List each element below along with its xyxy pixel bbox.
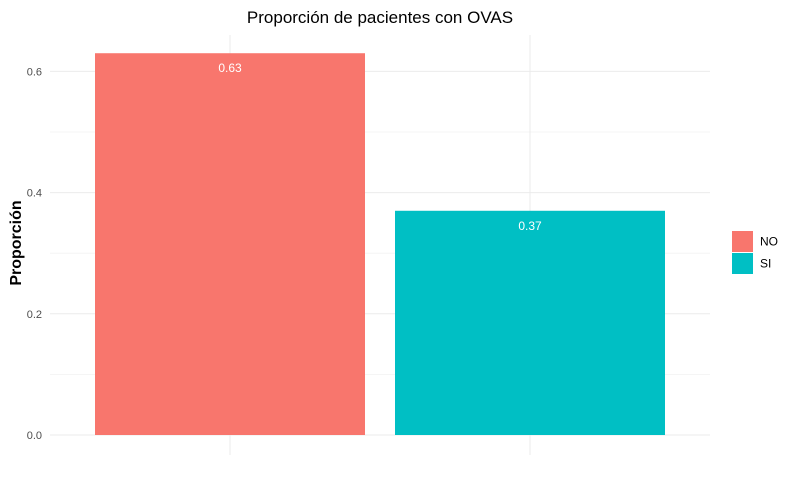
bar-si (395, 210, 665, 435)
bars (95, 53, 665, 435)
y-axis-ticks: 0.0 0.2 0.4 0.6 (27, 66, 42, 442)
y-tick-label: 0.4 (27, 188, 42, 200)
legend-label-si: SI (760, 257, 771, 271)
y-axis-title: Proporción (8, 200, 25, 285)
legend-key-no (732, 231, 753, 252)
y-tick-label: 0.6 (27, 66, 42, 78)
bar-no (95, 53, 365, 435)
y-tick-label: 0.2 (27, 309, 42, 321)
data-labels: 0.63 0.37 (218, 61, 542, 233)
legend-key-si (732, 253, 753, 274)
data-label-no: 0.63 (218, 61, 242, 75)
data-label-si: 0.37 (518, 219, 542, 233)
y-tick-label: 0.0 (27, 430, 42, 442)
legend-label-no: NO (760, 235, 778, 249)
legend: NO SI (732, 231, 778, 274)
chart-title: Proporción de pacientes con OVAS (247, 8, 513, 27)
